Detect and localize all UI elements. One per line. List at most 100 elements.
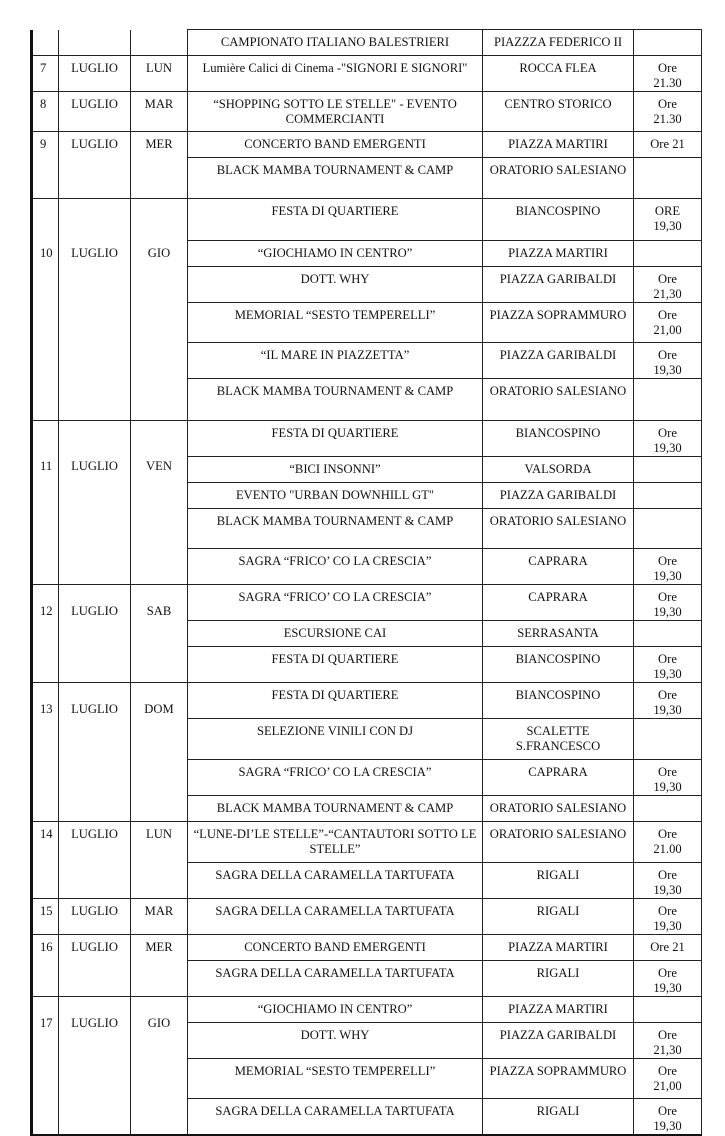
event-time: [634, 158, 701, 163]
weekday-cell: LUN: [130, 821, 188, 899]
event-title-cell: ESCURSIONE CAI: [187, 620, 483, 647]
event-title-cell: BLACK MAMBA TOURNAMENT & CAMP: [187, 795, 483, 822]
event-title: MEMORIAL “SESTO TEMPERELLI”: [234, 1064, 436, 1078]
event-title-cell: BLACK MAMBA TOURNAMENT & CAMP: [187, 378, 483, 421]
weekday-cell: [130, 29, 188, 56]
event-place-cell: BIANCOSPINO: [482, 420, 634, 457]
event-time-cell: [633, 29, 702, 56]
event-place-cell: BIANCOSPINO: [482, 682, 634, 719]
month-cell: LUGLIO: [58, 131, 131, 199]
event-title: BLACK MAMBA TOURNAMENT & CAMP: [216, 163, 454, 177]
weekday-cell: VEN: [130, 420, 188, 585]
event-place: CENTRO STORICO: [504, 97, 612, 111]
event-title: “BICI INSONNI”: [289, 462, 381, 476]
day-number-cell: 13: [30, 682, 59, 822]
event-place: RIGALI: [536, 1104, 580, 1118]
weekday-cell: MAR: [130, 91, 188, 132]
month: LUGLIO: [71, 97, 118, 111]
event-place-cell: BIANCOSPINO: [482, 646, 634, 683]
event-place-cell: SCALETTE S.FRANCESCO: [482, 718, 634, 760]
event-time-cell: [633, 996, 702, 1023]
event-time-cell: ORE 19,30: [633, 198, 702, 241]
event-time-cell: Ore 19,30: [633, 960, 702, 997]
event-time: Ore 21,30: [653, 1028, 682, 1057]
month-cell: LUGLIO: [58, 996, 131, 1136]
table-row: 16 LUGLIO MER CONCERTO BAND EMERGENTI PIAZZA…: [30, 934, 702, 997]
event-time: Ore 19,30: [653, 966, 682, 995]
event-place: BIANCOSPINO: [515, 204, 601, 218]
table-row: 12 LUGLIO SAB SAGRA “FRICO’ CO LA CRESCIA” C…: [30, 584, 702, 683]
table-row: 11 LUGLIO VEN FESTA DI QUARTIERE BIANCOSPINO…: [30, 420, 702, 585]
event-title-cell: FESTA DI QUARTIERE: [187, 198, 483, 241]
event-place-cell: PIAZZA GARIBALDI: [482, 342, 634, 379]
event-title-cell: “SHOPPING SOTTO LE STELLE" - EVENTO COMM…: [187, 91, 483, 132]
event-title: FESTA DI QUARTIERE: [271, 688, 399, 702]
event-title: Lumière Calici di Cinema -"SIGNORI E SIG…: [202, 61, 468, 75]
event-time-cell: Ore 19,30: [633, 584, 702, 621]
event-place: BIANCOSPINO: [515, 426, 601, 440]
weekday: DOM: [144, 702, 174, 716]
day-number: 11: [40, 459, 53, 473]
event-time: Ore 19,30: [653, 765, 682, 794]
weekday-cell: MER: [130, 934, 188, 997]
event-time-cell: Ore 19,30: [633, 342, 702, 379]
event-title-cell: SAGRA DELLA CARAMELLA TARTUFATA: [187, 960, 483, 997]
event-time: Ore 21: [650, 940, 685, 954]
table-row: “BICI INSONNI” VALSORDA: [32, 456, 702, 483]
event-place-cell: PIAZZA MARTIRI: [482, 131, 634, 158]
event-place: PIAZZA SOPRAMMURO: [489, 308, 627, 322]
event-place-cell: BIANCOSPINO: [482, 198, 634, 241]
month-cell: [58, 29, 131, 56]
month-cell: LUGLIO: [58, 934, 131, 997]
event-title-cell: FESTA DI QUARTIERE: [187, 420, 483, 457]
event-time-cell: Ore 21: [633, 131, 702, 158]
event-place-cell: SERRASANTA: [482, 620, 634, 647]
event-title: DOTT. WHY: [300, 1028, 370, 1042]
day-number: 12: [40, 604, 53, 618]
event-place-cell: ORATORIO SALESIANO: [482, 821, 634, 863]
month: LUGLIO: [71, 904, 118, 918]
event-time: [634, 796, 701, 801]
day-number-cell: 17: [30, 996, 59, 1136]
event-place: PIAZZZA FEDERICO II: [493, 35, 623, 49]
event-title: SELEZIONE VINILI CON DJ: [256, 724, 414, 738]
event-time-cell: [633, 456, 702, 483]
day-number-cell: 7: [30, 55, 59, 92]
table-row: 15 LUGLIO MAR SAGRA DELLA CARAMELLA TARTUFA…: [30, 898, 702, 935]
event-title-cell: CONCERTO BAND EMERGENTI: [187, 131, 483, 158]
event-time: Ore 21.30: [653, 61, 682, 90]
weekday: GIO: [147, 1016, 171, 1030]
event-title-cell: “BICI INSONNI”: [187, 456, 483, 483]
day-number-cell: 12: [30, 584, 59, 683]
event-time-cell: Ore 21,00: [633, 302, 702, 343]
month-cell: LUGLIO: [58, 91, 131, 132]
event-title-cell: MEMORIAL “SESTO TEMPERELLI”: [187, 1058, 483, 1099]
event-place-cell: ORATORIO SALESIANO: [482, 508, 634, 549]
event-time: [634, 719, 701, 724]
event-title-cell: “IL MARE IN PIAZZETTA”: [187, 342, 483, 379]
weekday: LUN: [146, 827, 172, 841]
event-title-cell: EVENTO "URBAN DOWNHILL GT": [187, 482, 483, 509]
event-time-cell: [633, 508, 702, 549]
event-place: PIAZZA MARTIRI: [508, 246, 608, 260]
event-title: SAGRA DELLA CARAMELLA TARTUFATA: [215, 966, 455, 980]
table-row: MEMORIAL “SESTO TEMPERELLI” PIAZZA SOPRAM…: [32, 302, 702, 343]
event-time-cell: [633, 378, 702, 421]
event-place: ORATORIO SALESIANO: [489, 514, 627, 528]
event-time-cell: Ore 19,30: [633, 548, 702, 585]
event-title: “IL MARE IN PIAZZETTA”: [260, 348, 410, 362]
event-place-cell: ORATORIO SALESIANO: [482, 157, 634, 199]
event-title: FESTA DI QUARTIERE: [271, 204, 399, 218]
event-time: Ore 19,30: [653, 652, 682, 681]
month: LUGLIO: [71, 459, 118, 473]
event-place: CAPRARA: [528, 590, 588, 604]
event-title: MEMORIAL “SESTO TEMPERELLI”: [234, 308, 436, 322]
day-number-cell: 11: [30, 420, 59, 585]
event-place: RIGALI: [536, 904, 580, 918]
day-number: 8: [40, 97, 47, 111]
day-number-cell: 14: [30, 821, 59, 899]
event-time: Ore 19,30: [653, 554, 682, 583]
event-title: SAGRA “FRICO’ CO LA CRESCIA”: [238, 554, 432, 568]
event-title-cell: CONCERTO BAND EMERGENTI: [187, 934, 483, 961]
event-title: SAGRA DELLA CARAMELLA TARTUFATA: [215, 904, 455, 918]
